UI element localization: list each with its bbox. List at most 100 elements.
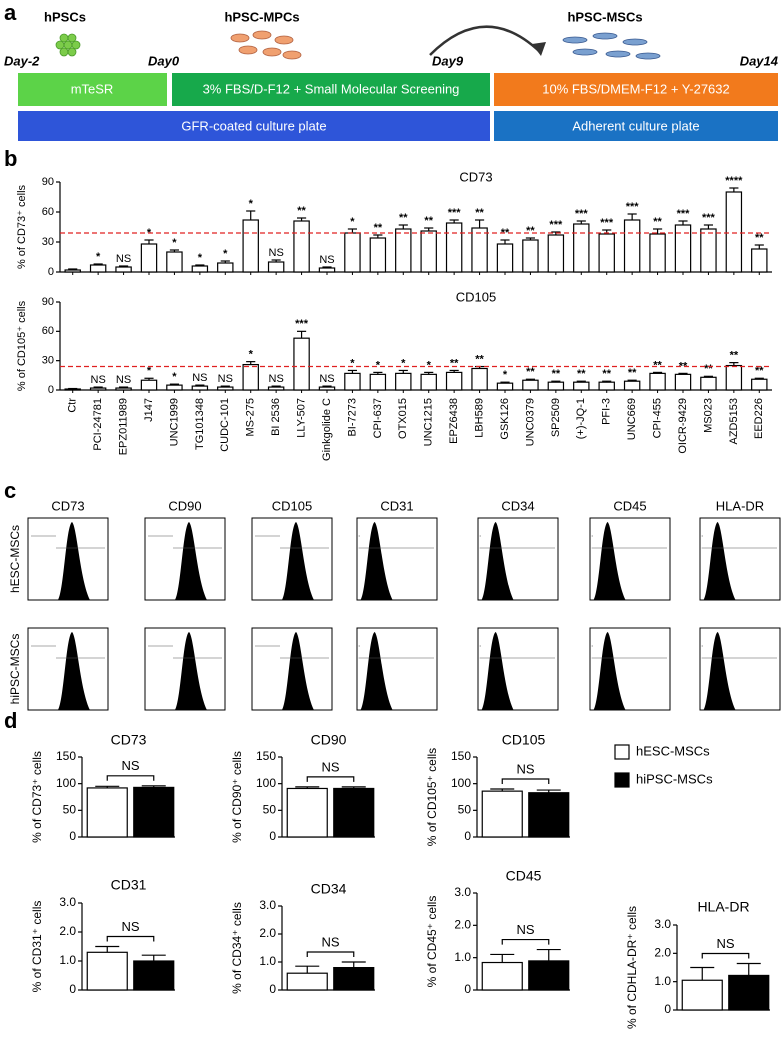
bar xyxy=(286,787,328,838)
histogram-frame xyxy=(699,517,781,601)
y-axis-label: % of CD105⁺ cells xyxy=(425,748,439,846)
panel-letter: d xyxy=(4,708,17,733)
x-tick-label: PCI-24781 xyxy=(92,398,104,451)
significance: * xyxy=(249,349,254,361)
y-tick-label: 50 xyxy=(263,803,277,817)
significance: * xyxy=(427,359,432,371)
y-tick-label: 3.0 xyxy=(454,885,471,899)
significance: * xyxy=(350,216,355,228)
y-tick-label: 1.0 xyxy=(259,954,276,968)
marker-label: HLA-DR xyxy=(716,498,764,513)
significance: ** xyxy=(679,360,688,372)
plate-label: Adherent culture plate xyxy=(572,118,699,133)
histogram-frame xyxy=(477,517,559,601)
day-label: Day0 xyxy=(148,53,180,68)
x-tick-label: UNC1215 xyxy=(423,398,435,446)
bar xyxy=(293,337,310,391)
y-tick-label: 90 xyxy=(42,176,54,188)
y-tick-label: 100 xyxy=(256,776,276,790)
y-tick-label: 2.0 xyxy=(59,924,76,938)
histogram-frame xyxy=(699,627,781,711)
panel-letter: b xyxy=(4,146,17,171)
y-tick-label: 150 xyxy=(256,749,276,763)
histogram xyxy=(593,632,626,710)
legend-label: hiPSC-MSCs xyxy=(636,771,713,786)
bar xyxy=(522,379,539,391)
y-axis-label: % of CD73⁺ cells xyxy=(16,184,28,269)
ns-bracket xyxy=(501,938,550,945)
y-tick-label: 0 xyxy=(664,1002,671,1016)
y-tick-label: 150 xyxy=(451,749,471,763)
y-tick-label: 100 xyxy=(451,776,471,790)
significance: * xyxy=(172,237,177,249)
x-tick-label: EPZ011989 xyxy=(117,398,129,455)
significance: * xyxy=(147,365,152,377)
significance: ** xyxy=(704,363,713,375)
bar xyxy=(598,381,615,391)
x-tick-label: CPI-637 xyxy=(372,398,384,438)
y-tick-label: 2.0 xyxy=(259,926,276,940)
bar xyxy=(471,227,488,273)
significance: NS xyxy=(319,373,334,385)
significance: ** xyxy=(755,365,764,377)
x-tick-label: J147 xyxy=(143,398,155,422)
bar xyxy=(242,363,259,391)
bar xyxy=(445,371,463,391)
bar xyxy=(395,228,412,273)
bar xyxy=(728,974,770,1011)
ns-bracket xyxy=(306,776,355,782)
significance: *** xyxy=(448,207,462,219)
histogram-frame xyxy=(356,517,438,601)
bar xyxy=(115,387,132,391)
y-tick-label: 0 xyxy=(69,982,76,996)
x-tick-label: UNC1999 xyxy=(168,398,180,446)
bar xyxy=(649,233,666,273)
bar xyxy=(140,379,158,391)
panel-letter: a xyxy=(4,0,17,25)
significance: *** xyxy=(600,217,614,229)
bar xyxy=(623,219,641,273)
bar xyxy=(318,267,336,273)
stage-label: hPSC-MSCs xyxy=(567,9,642,24)
histogram xyxy=(593,522,626,600)
histogram xyxy=(58,632,90,710)
bar xyxy=(86,787,128,838)
y-axis-label: % of CD105⁺ cells xyxy=(16,300,28,391)
bar xyxy=(751,378,768,391)
y-tick-label: 0 xyxy=(69,829,76,843)
chart-title: CD34 xyxy=(311,881,347,897)
x-tick-label: (+)-JQ-1 xyxy=(575,398,587,439)
significance: * xyxy=(172,371,177,383)
significance: NS xyxy=(116,253,131,265)
y-tick-label: 30 xyxy=(42,355,54,367)
bar xyxy=(420,373,437,391)
y-tick-label: 2.0 xyxy=(654,946,671,960)
significance: NS xyxy=(192,372,207,384)
significance: * xyxy=(350,357,355,369)
media-box xyxy=(494,73,778,106)
day-label: Day14 xyxy=(740,53,779,68)
significance: ** xyxy=(755,232,764,244)
significance: ** xyxy=(526,366,535,378)
stage-label: hPSC-MPCs xyxy=(224,9,299,24)
significance: * xyxy=(401,357,406,369)
ns-label: NS xyxy=(516,761,534,776)
significance: ** xyxy=(653,216,662,228)
ns-label: NS xyxy=(121,758,139,773)
bar xyxy=(166,384,183,391)
ns-bracket xyxy=(501,778,550,784)
significance: ** xyxy=(475,207,484,219)
ns-label: NS xyxy=(716,936,734,951)
x-tick-label: BI 2536 xyxy=(270,398,282,436)
y-tick-label: 90 xyxy=(42,296,54,308)
significance: * xyxy=(96,251,101,263)
bar xyxy=(700,376,717,391)
bar xyxy=(445,222,463,273)
media-box xyxy=(172,73,490,106)
bar xyxy=(481,790,523,838)
stage-label: hPSCs xyxy=(44,9,86,24)
histogram xyxy=(175,632,207,710)
significance: **** xyxy=(725,175,743,187)
x-tick-label: BI-7273 xyxy=(346,398,358,437)
bar xyxy=(64,269,81,273)
